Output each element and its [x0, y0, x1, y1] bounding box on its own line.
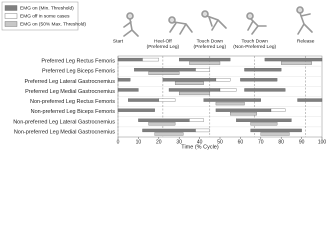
x-tick-label: 70	[258, 139, 264, 145]
chart: Time (% Cycle) EMG on (Min. Threshold) EM…	[1, 1, 327, 150]
emg-interval	[179, 57, 231, 62]
emg-interval	[244, 68, 282, 72]
emg-interval	[154, 132, 184, 136]
emg-interval	[128, 98, 159, 102]
event-label: (Preferred Leg)	[147, 44, 180, 50]
row-label: Preferred Leg Medial Gastrocnemius	[25, 89, 115, 95]
x-tick-label: 10	[136, 139, 142, 145]
emg-interval	[270, 108, 286, 112]
emg-interval	[244, 88, 286, 92]
emg-interval	[142, 128, 196, 133]
emg-interval	[297, 98, 323, 102]
emg-interval	[168, 88, 221, 92]
x-axis-title: Time (% Cycle)	[181, 144, 219, 150]
x-tick-label: 40	[197, 139, 203, 145]
x-tick-label: 100	[318, 139, 327, 145]
emg-interval	[260, 132, 290, 136]
emg-interval	[195, 68, 210, 72]
emg-interval	[142, 57, 159, 62]
emg-interval	[117, 57, 143, 62]
emg-interval	[174, 81, 204, 85]
row-label: Preferred Leg Lateral Gastrocnemius	[25, 79, 116, 85]
emg-interval	[230, 112, 257, 116]
event-label: Release	[297, 38, 315, 44]
x-tick-label: 50	[217, 139, 223, 145]
emg-interval	[134, 68, 196, 72]
emg-interval	[203, 98, 261, 102]
emg-interval	[117, 78, 131, 82]
emg-interval	[138, 118, 190, 122]
row-label: Non-preferred Leg Lateral Gastrocnemius	[13, 119, 115, 125]
x-tick-label: 90	[299, 139, 305, 145]
emg-interval	[117, 108, 155, 112]
emg-interval	[117, 88, 139, 92]
event-label: Touch Down	[197, 38, 224, 44]
emg-interval	[158, 98, 176, 102]
event-label: Start	[113, 38, 124, 44]
emg-interval	[148, 71, 180, 75]
legend-swatch	[4, 5, 18, 11]
x-tick-label: 80	[278, 139, 284, 145]
x-tick-label: 0	[117, 139, 120, 145]
legend-swatch	[4, 13, 18, 19]
emg-interval	[189, 61, 221, 65]
emg-interval	[179, 91, 210, 96]
x-tick-label: 30	[176, 139, 182, 145]
event-label: Heel-Off	[154, 38, 172, 44]
event-label: Touch Down	[241, 38, 268, 44]
x-tick-label: 20	[156, 139, 162, 145]
emg-interval	[264, 57, 323, 62]
x-tick-label: 60	[238, 139, 244, 145]
legend-label: EMG on (50% Max. Threshold)	[20, 21, 86, 27]
athlete-figures	[123, 6, 313, 37]
row-label: Non-preferred Leg Biceps Femoris	[31, 109, 116, 115]
emg-interval	[215, 78, 231, 82]
emg-interval	[219, 88, 237, 92]
emg-interval	[189, 118, 204, 122]
legend-swatch	[4, 21, 18, 27]
row-label: Preferred Leg Rectus Femoris	[41, 59, 115, 65]
emg-interval	[281, 61, 312, 65]
emg-interval	[215, 101, 245, 106]
row-label: Non-preferred Leg Rectus Femoris	[30, 99, 115, 105]
emg-interval	[240, 78, 278, 82]
emg-interval	[195, 128, 210, 133]
emg-interval	[236, 118, 292, 122]
event-label: (Preferred Leg)	[194, 44, 227, 50]
event-label: (Non-Preferred Leg)	[233, 44, 276, 50]
legend-label: EMG on (Min. Threshold)	[20, 5, 74, 11]
emg-interval	[162, 78, 217, 82]
emg-interval	[215, 108, 272, 112]
legend-label: EMG off in some cases	[20, 13, 70, 19]
row-label: Preferred Leg Biceps Femoris	[42, 69, 115, 75]
emg-interval	[250, 122, 278, 126]
emg-interval	[148, 122, 176, 126]
row-label: Non-preferred Leg Medial Gastrocnemius	[14, 129, 115, 135]
emg-interval	[250, 128, 302, 133]
